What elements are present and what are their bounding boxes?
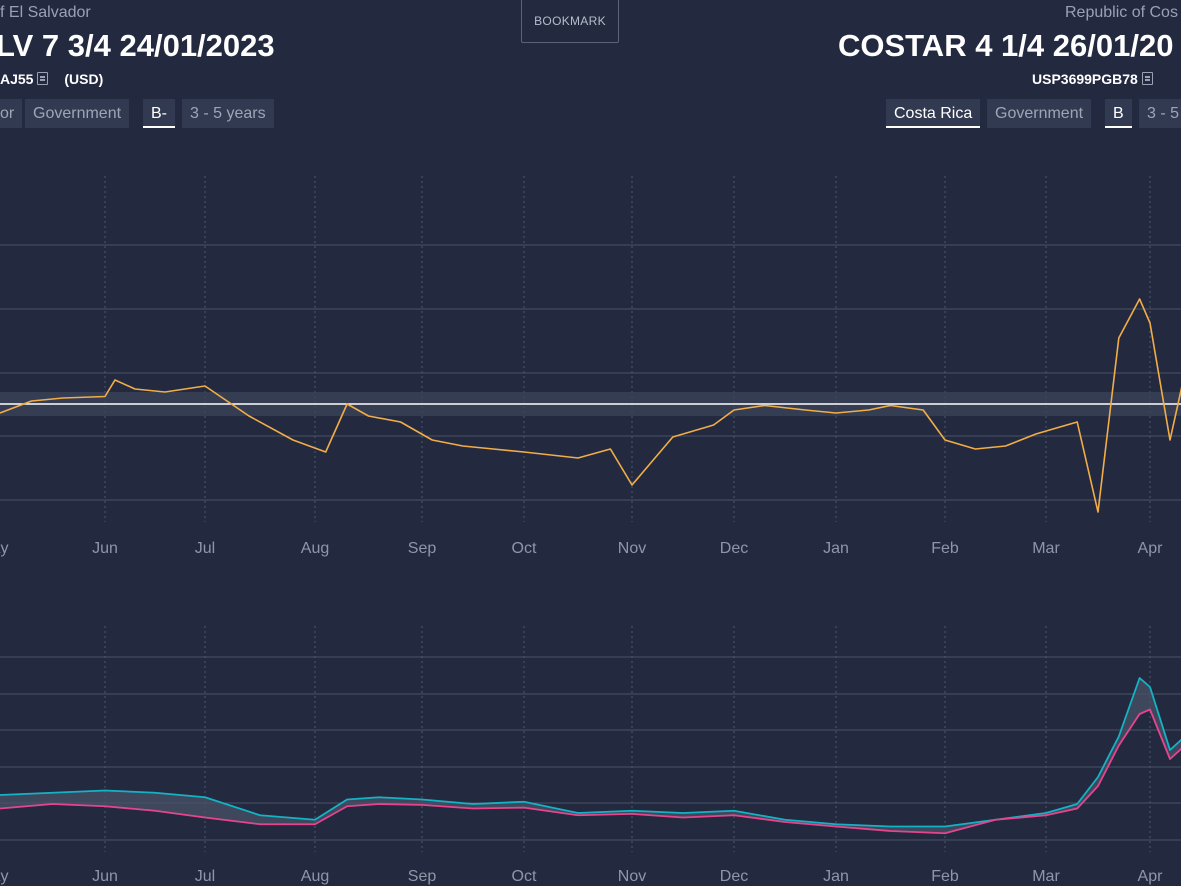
x-tick-label: Apr bbox=[1138, 540, 1164, 557]
spread-chart[interactable]: ay Jun Jul Aug Sep Oct Nov Dec Jan Feb Mar Apr bbox=[0, 170, 1181, 560]
x-tick-label: Feb bbox=[931, 868, 959, 885]
x-tick-label: Oct bbox=[512, 540, 537, 557]
x-tick-label: Jan bbox=[823, 868, 849, 885]
x-tick-label: Dec bbox=[720, 868, 748, 885]
left-tag-country[interactable]: or bbox=[0, 99, 23, 128]
x-tick-label: Mar bbox=[1032, 868, 1060, 885]
x-tick-label: Nov bbox=[618, 540, 646, 557]
teal-series-line bbox=[0, 677, 1181, 828]
spread-area bbox=[0, 678, 1181, 834]
x-tick-label: Oct bbox=[512, 868, 537, 885]
left-currency: (USD) bbox=[64, 71, 104, 87]
left-isin: AJ55 bbox=[0, 71, 34, 87]
x-tick-label: ay bbox=[0, 540, 8, 557]
x-tick-label: Jun bbox=[92, 540, 118, 557]
left-tag-sector[interactable]: Government bbox=[25, 99, 130, 128]
right-tag-maturity[interactable]: 3 - 5 bbox=[1139, 99, 1181, 128]
right-tag-country[interactable]: Costa Rica bbox=[886, 99, 981, 128]
x-tick-label: Jul bbox=[195, 868, 215, 885]
x-tick-label: Sep bbox=[408, 868, 437, 885]
x-tick-label: Dec bbox=[720, 540, 748, 557]
x-tick-label: Jan bbox=[823, 540, 849, 557]
left-issuer-name: f El Salvador bbox=[0, 4, 91, 21]
x-tick-label: Aug bbox=[301, 868, 329, 885]
spread-series-line bbox=[0, 298, 1181, 513]
x-tick-label: Feb bbox=[931, 540, 959, 557]
right-tag-rating[interactable]: B bbox=[1105, 99, 1132, 128]
x-tick-label: Mar bbox=[1032, 540, 1060, 557]
grid bbox=[0, 626, 1181, 852]
right-isin-row: USP3699PGB78 bbox=[1032, 71, 1157, 87]
yield-chart[interactable]: ay Jun Jul Aug Sep Oct Nov Dec Jan Feb Mar Apr bbox=[0, 620, 1181, 886]
grid bbox=[0, 176, 1181, 522]
left-tag-maturity[interactable]: 3 - 5 years bbox=[182, 99, 274, 128]
right-issuer-name: Republic of Cos bbox=[1065, 4, 1178, 21]
x-tick-label: Nov bbox=[618, 868, 646, 885]
right-tag-sector[interactable]: Government bbox=[987, 99, 1092, 128]
x-tick-label: Apr bbox=[1138, 868, 1164, 885]
left-tag-rating[interactable]: B- bbox=[143, 99, 175, 128]
right-bond-title: COSTAR 4 1/4 26/01/20 bbox=[838, 28, 1174, 63]
x-tick-label: Jul bbox=[195, 540, 215, 557]
x-tick-label: Sep bbox=[408, 540, 437, 557]
copy-icon[interactable] bbox=[37, 72, 49, 85]
x-tick-label: Jun bbox=[92, 868, 118, 885]
x-tick-label: ay bbox=[0, 868, 8, 885]
pink-series-line bbox=[0, 708, 1181, 835]
bookmark-button[interactable]: BOOKMARK bbox=[521, 0, 619, 43]
copy-icon[interactable] bbox=[1141, 72, 1153, 85]
left-isin-row: AJ55 (USD) bbox=[0, 71, 103, 87]
left-bond-title: LV 7 3/4 24/01/2023 bbox=[0, 28, 275, 63]
x-tick-label: Aug bbox=[301, 540, 329, 557]
right-isin: USP3699PGB78 bbox=[1032, 71, 1138, 87]
